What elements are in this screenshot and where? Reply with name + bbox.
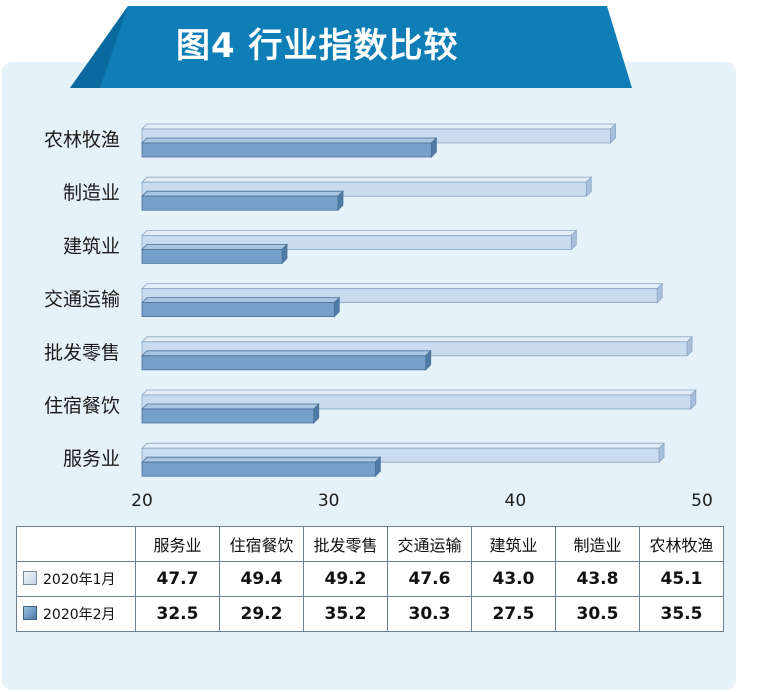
bar-2020-02-3 [141, 296, 341, 318]
bar-front-face [141, 195, 339, 211]
category-label: 制造业 [63, 182, 120, 204]
bar-top-face [141, 283, 664, 290]
bar-2020-02-2 [141, 349, 432, 371]
bar-top-face [141, 442, 666, 449]
table-cell: 35.5 [639, 596, 724, 632]
table-cell: 29.2 [219, 596, 304, 632]
bar-2020-02-6 [141, 137, 438, 158]
category-label: 建筑业 [63, 235, 120, 257]
table-cell: 47.6 [387, 561, 472, 597]
bar-top-face [141, 229, 578, 236]
category-labels: 服务业 住宿餐饮 批发零售 交通运输 建筑业 制造业 农林牧渔 [44, 129, 120, 470]
table-header-row: 服务业 住宿餐饮 批发零售 交通运输 建筑业 制造业 农林牧渔 [16, 526, 724, 562]
bar-top-face [141, 350, 432, 357]
bar-2020-02-4 [141, 243, 288, 265]
category-label: 交通运输 [44, 289, 120, 311]
table-row-label: 2020年2月 [16, 596, 136, 632]
table-cell: 43.0 [471, 561, 556, 597]
bars-group [141, 123, 697, 478]
table-cell: 35.2 [303, 596, 388, 632]
table-header-cell: 服务业 [135, 526, 220, 562]
category-label: 服务业 [63, 448, 120, 470]
title-banner: 图4 行业指数比较 [0, 0, 760, 90]
bar-top-face [141, 137, 438, 144]
row-label-text: 2020年2月 [43, 607, 116, 623]
feb-swatch-icon [23, 606, 37, 620]
x-tick-label: 40 [505, 491, 527, 511]
bar-2020-02-1 [141, 403, 320, 424]
bar-front-face [141, 302, 335, 318]
category-label: 住宿餐饮 [44, 395, 120, 417]
x-tick-label: 30 [318, 491, 340, 511]
bar-front-face [141, 142, 432, 158]
bar-top-face [141, 336, 694, 343]
table-cell: 30.3 [387, 596, 472, 632]
table-header-cell: 住宿餐饮 [219, 526, 304, 562]
bar-2020-02-0 [141, 456, 382, 478]
bar-top-face [141, 176, 593, 183]
banner-shape [70, 6, 632, 88]
bar-front-face [141, 408, 315, 424]
bar-top-face [141, 456, 382, 463]
bar-front-face [141, 248, 283, 264]
bar-2020-02-5 [141, 190, 344, 212]
table-cell: 32.5 [135, 596, 220, 632]
bar-top-face [141, 297, 341, 304]
data-table: 服务业 住宿餐饮 批发零售 交通运输 建筑业 制造业 农林牧渔 2020年1月 … [16, 526, 724, 632]
bar-top-face [141, 190, 344, 197]
table-cell: 49.2 [303, 561, 388, 597]
table-cell: 43.8 [555, 561, 640, 597]
table-header-cell: 交通运输 [387, 526, 472, 562]
chart-title: 图4 行业指数比较 [176, 26, 459, 66]
bar-top-face [141, 389, 697, 396]
bar-top-face [141, 123, 617, 130]
x-tick-label: 50 [691, 491, 713, 511]
table-header-cell: 农林牧渔 [639, 526, 724, 562]
x-tick-label: 20 [131, 491, 153, 511]
jan-swatch-icon [23, 571, 37, 585]
row-label-text: 2020年1月 [43, 572, 116, 588]
category-label: 农林牧渔 [44, 129, 120, 151]
table-header-cell: 制造业 [555, 526, 640, 562]
table-row-feb: 2020年2月 32.5 29.2 35.2 30.3 27.5 30.5 35… [16, 596, 724, 632]
table-cell: 47.7 [135, 561, 220, 597]
bar-top-face [141, 403, 320, 410]
table-cell: 30.5 [555, 596, 640, 632]
table-corner-cell [16, 526, 136, 562]
bar-chart: 服务业 住宿餐饮 批发零售 交通运输 建筑业 制造业 农林牧渔 20 30 40 50 [44, 123, 713, 511]
bar-front-face [141, 461, 376, 477]
table-row-label: 2020年1月 [16, 561, 136, 597]
table-cell: 27.5 [471, 596, 556, 632]
table-header-cell: 建筑业 [471, 526, 556, 562]
bar-front-face [141, 355, 427, 371]
category-label: 批发零售 [44, 342, 120, 364]
table-cell: 49.4 [219, 561, 304, 597]
bar-top-face [141, 243, 288, 250]
table-row-jan: 2020年1月 47.7 49.4 49.2 47.6 43.0 43.8 45… [16, 561, 724, 597]
table-cell: 45.1 [639, 561, 724, 597]
table-header-cell: 批发零售 [303, 526, 388, 562]
x-tick-labels: 20 30 40 50 [131, 491, 713, 511]
